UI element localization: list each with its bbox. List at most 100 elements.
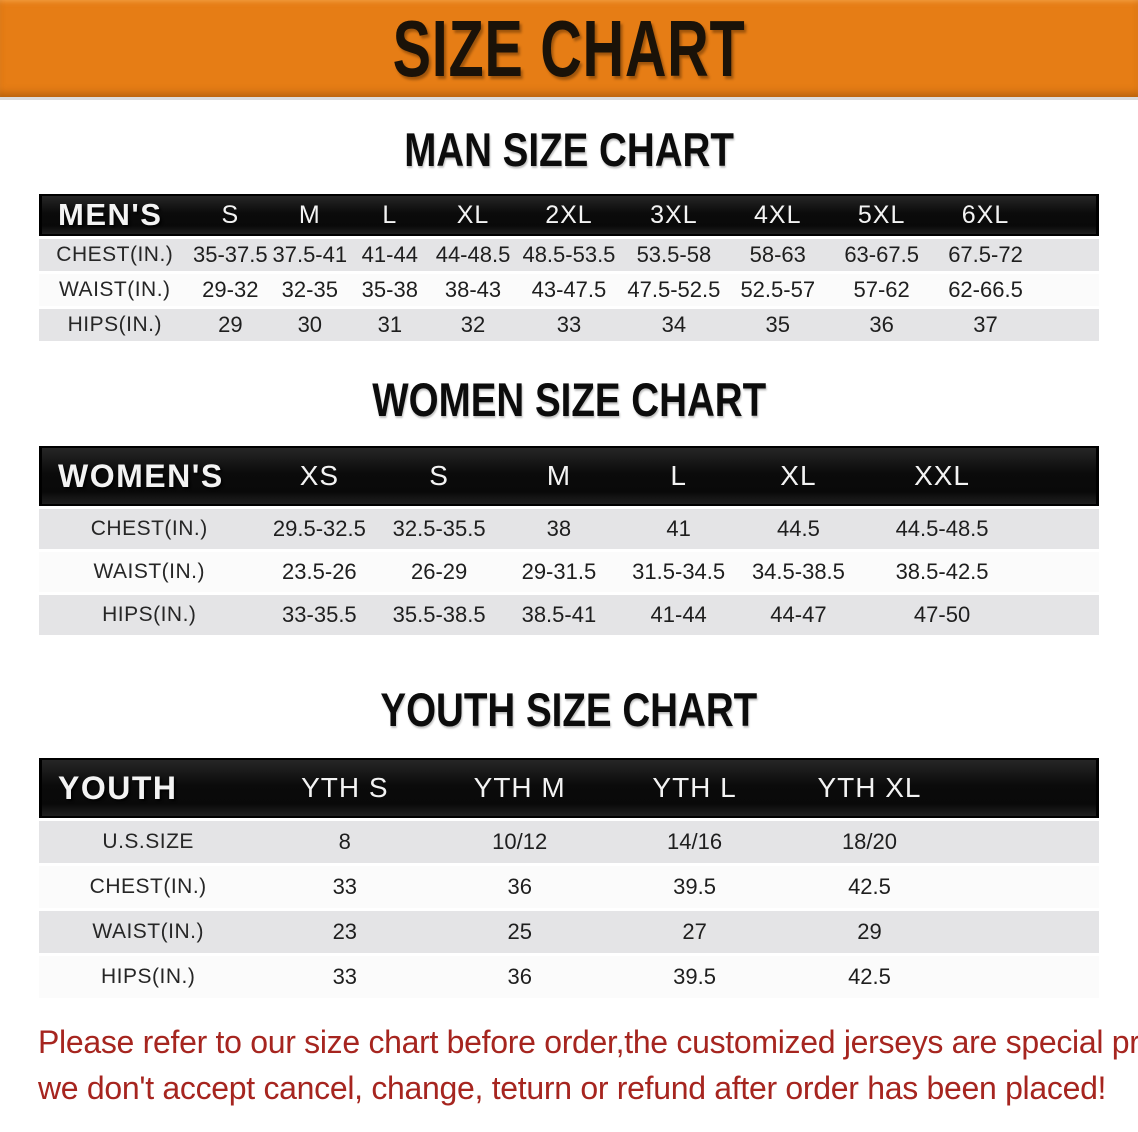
measurement-cell: 23 <box>257 911 433 953</box>
measurement-cell: 44.5 <box>738 509 859 549</box>
measurement-cell: 39.5 <box>607 866 783 908</box>
measurement-cell: 67.5-72 <box>933 239 1038 271</box>
size-column-header: L <box>618 446 739 506</box>
measurement-row: WAIST(IN.) 29-32 32-35 35-38 38-43 43-47.5 47.… <box>39 274 1099 306</box>
youth-size-table: YOUTH YTH S YTH M YTH L YTH XL U.S.SIZE 8 10/12… <box>39 755 1099 1001</box>
measurement-cell: 33 <box>257 956 433 998</box>
size-chart-banner: SIZE CHART <box>0 0 1138 100</box>
measurement-row: HIPS(IN.) 33-35.5 35.5-38.5 38.5-41 41-44 44-… <box>39 595 1099 635</box>
size-column-header: 3XL <box>621 194 726 236</box>
measurement-cell: 62-66.5 <box>933 274 1038 306</box>
row-filler <box>1037 309 1099 341</box>
size-column-header: XXL <box>858 446 1026 506</box>
size-column-header: YTH S <box>257 758 433 818</box>
row-filler <box>956 956 1099 998</box>
measurement-cell: 33 <box>515 309 622 341</box>
measurement-row: U.S.SIZE 8 10/12 14/16 18/20 <box>39 821 1099 863</box>
measurement-cell: 42.5 <box>782 866 957 908</box>
measurement-cell: 29-31.5 <box>499 552 619 592</box>
row-label: HIPS(IN.) <box>39 595 260 635</box>
measurement-cell: 41-44 <box>618 595 739 635</box>
measurement-cell: 48.5-53.5 <box>515 239 622 271</box>
measurement-cell: 37.5-41 <box>270 239 350 271</box>
measurement-cell: 18/20 <box>782 821 957 863</box>
measurement-cell: 63-67.5 <box>829 239 934 271</box>
size-column-header: S <box>190 194 271 236</box>
size-column-header: 2XL <box>515 194 622 236</box>
row-label: CHEST(IN.) <box>39 239 191 271</box>
measurement-cell: 44.5-48.5 <box>858 509 1026 549</box>
measurement-cell: 31 <box>349 309 431 341</box>
measurement-cell: 43-47.5 <box>515 274 622 306</box>
size-column-header: YTH XL <box>782 758 957 818</box>
measurement-row: HIPS(IN.) 29 30 31 32 33 34 35 36 37 <box>39 309 1099 341</box>
measurement-row: HIPS(IN.) 33 36 39.5 42.5 <box>39 956 1099 998</box>
measurement-cell: 42.5 <box>782 956 957 998</box>
size-column-header: M <box>499 446 619 506</box>
measurement-cell: 8 <box>257 821 433 863</box>
measurement-cell: 52.5-57 <box>725 274 830 306</box>
measurement-cell: 14/16 <box>607 821 783 863</box>
womens-size-table: WOMEN'S XS S M L XL XXL CHEST(IN.) 29.5-32.5 32.5… <box>39 443 1099 638</box>
measurement-cell: 34 <box>621 309 726 341</box>
youth-section-heading-text: YOUTH SIZE CHART <box>380 683 758 736</box>
measurement-row: CHEST(IN.) 35-37.5 37.5-41 41-44 44-48.5 48.5… <box>39 239 1099 271</box>
size-column-header: XL <box>738 446 859 506</box>
measurement-cell: 36 <box>432 866 608 908</box>
measurement-cell: 33-35.5 <box>259 595 380 635</box>
row-label: HIPS(IN.) <box>39 956 258 998</box>
measurement-cell: 35.5-38.5 <box>379 595 500 635</box>
women-section-heading: WOMEN SIZE CHART <box>0 376 1138 423</box>
row-filler <box>1037 239 1099 271</box>
youth-section-heading: YOUTH SIZE CHART <box>0 686 1138 733</box>
size-column-header: XL <box>430 194 516 236</box>
row-filler <box>956 911 1099 953</box>
measurement-row: WAIST(IN.) 23.5-26 26-29 29-31.5 31.5-34.5 34… <box>39 552 1099 592</box>
row-label: CHEST(IN.) <box>39 509 260 549</box>
size-column-header: 5XL <box>829 194 934 236</box>
measurement-cell: 38-43 <box>430 274 516 306</box>
row-label: WAIST(IN.) <box>39 274 191 306</box>
size-column-header: XS <box>259 446 380 506</box>
size-column-header: L <box>349 194 431 236</box>
measurement-cell: 35-38 <box>349 274 431 306</box>
measurement-cell: 57-62 <box>829 274 934 306</box>
row-label: WAIST(IN.) <box>39 552 260 592</box>
row-filler <box>1025 595 1099 635</box>
measurement-cell: 33 <box>257 866 433 908</box>
measurement-cell: 37 <box>933 309 1038 341</box>
measurement-cell: 44-48.5 <box>430 239 516 271</box>
disclaimer-line-1: Please refer to our size chart before or… <box>38 1024 1138 1060</box>
row-label: CHEST(IN.) <box>39 866 258 908</box>
measurement-cell: 38 <box>499 509 619 549</box>
measurement-cell: 29 <box>782 911 957 953</box>
header-filler <box>956 758 1099 818</box>
men-section-heading: MAN SIZE CHART <box>0 126 1138 173</box>
measurement-cell: 36 <box>829 309 934 341</box>
mens-size-table: MEN'S S M L XL 2XL 3XL 4XL 5XL 6XL CHEST(IN.) 35-37… <box>39 191 1099 344</box>
measurement-cell: 58-63 <box>725 239 830 271</box>
measurement-cell: 31.5-34.5 <box>618 552 739 592</box>
table-header-row: WOMEN'S XS S M L XL XXL <box>39 446 1099 506</box>
measurement-cell: 32.5-35.5 <box>379 509 500 549</box>
table-category-label: MEN'S <box>39 194 191 236</box>
measurement-cell: 41 <box>618 509 739 549</box>
measurement-cell: 36 <box>432 956 608 998</box>
measurement-cell: 39.5 <box>607 956 783 998</box>
measurement-cell: 10/12 <box>432 821 608 863</box>
size-column-header: 4XL <box>725 194 830 236</box>
measurement-cell: 47-50 <box>858 595 1026 635</box>
measurement-cell: 35-37.5 <box>190 239 271 271</box>
measurement-cell: 23.5-26 <box>259 552 380 592</box>
measurement-cell: 38.5-42.5 <box>858 552 1026 592</box>
measurement-cell: 41-44 <box>349 239 431 271</box>
size-column-header: YTH L <box>607 758 783 818</box>
header-filler <box>1037 194 1099 236</box>
table-header-row: YOUTH YTH S YTH M YTH L YTH XL <box>39 758 1099 818</box>
measurement-cell: 32-35 <box>270 274 350 306</box>
measurement-row: CHEST(IN.) 29.5-32.5 32.5-35.5 38 41 44.5 44.5… <box>39 509 1099 549</box>
table-header-row: MEN'S S M L XL 2XL 3XL 4XL 5XL 6XL <box>39 194 1099 236</box>
table-category-label: WOMEN'S <box>39 446 260 506</box>
measurement-cell: 32 <box>430 309 516 341</box>
row-filler <box>1025 552 1099 592</box>
